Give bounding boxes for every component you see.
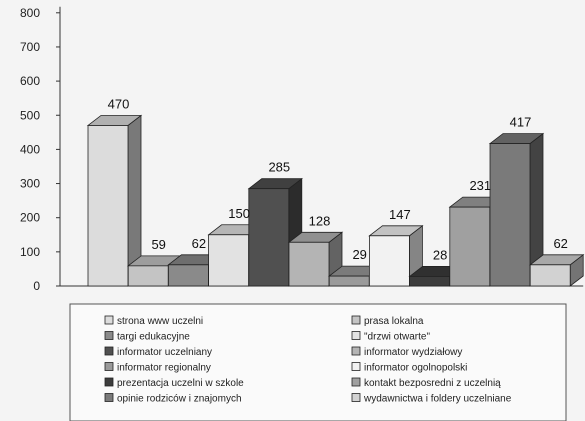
legend-label: wydawnictwa i foldery uczelniane (363, 394, 512, 405)
legend-item: informator wydziałowy (351, 346, 462, 358)
y-tick-label: 600 (20, 74, 40, 88)
legend-item: wydawnictwa i foldery uczelniane (351, 393, 512, 405)
legend-item: informator uczelniany (104, 346, 212, 358)
bar-front-face (87, 125, 129, 287)
data-label: 62 (553, 236, 567, 251)
legend-swatch (104, 393, 114, 402)
bar-front-face (127, 265, 169, 287)
legend-label: opinie rodziców i znajomych (117, 394, 242, 405)
legend-swatch (104, 377, 114, 387)
legend-label: prezentacja uczelni w szkole (117, 378, 244, 389)
legend-swatch (104, 315, 114, 325)
bar (529, 254, 585, 287)
legend-label: informator regionalny (117, 363, 211, 374)
legend-box (69, 303, 567, 421)
data-label: 59 (151, 237, 165, 252)
legend-label: informator wydziałowy (364, 347, 462, 358)
legend: strona www uczelni prasa lokalna targi edu… (69, 303, 567, 421)
data-label: 29 (352, 247, 366, 262)
data-label: 147 (389, 207, 411, 222)
data-label: 470 (108, 96, 130, 111)
legend-label: kontakt bezposredni z uczelnią (364, 378, 501, 389)
y-tick-label: 100 (20, 245, 40, 259)
legend-item: kontakt bezposredni z uczelnią (351, 377, 501, 389)
legend-item: "drzwi otwarte" (351, 331, 430, 343)
y-tick-label: 500 (20, 108, 40, 122)
legend-swatch (104, 362, 114, 371)
bar-front-face (248, 188, 290, 287)
bar (287, 231, 344, 287)
bars (86, 114, 585, 287)
legend-label: strona www uczelni (117, 316, 203, 327)
bar-front-face (208, 234, 250, 287)
legend-item: prasa lokalna (351, 315, 424, 327)
y-tick-label: 0 (33, 279, 40, 293)
legend-label: targi edukacyjne (117, 332, 190, 343)
legend-swatch (351, 362, 361, 371)
data-label: 62 (192, 236, 206, 251)
data-label: 128 (309, 213, 331, 228)
bar-front-face (409, 276, 451, 287)
bar (488, 132, 545, 287)
legend-item: prezentacja uczelni w szkole (104, 377, 244, 389)
data-label: 417 (510, 115, 532, 130)
legend-label: informator uczelniany (117, 347, 212, 358)
bar-front-face (449, 206, 491, 287)
legend-label: "drzwi otwarte" (364, 332, 430, 343)
legend-label: informator ogolnopolski (364, 363, 467, 374)
bar-front-face (288, 241, 330, 287)
legend-swatch (351, 346, 361, 356)
legend-item: targi edukacyjne (104, 331, 190, 343)
y-tick-label: 700 (20, 40, 40, 54)
legend-swatch (351, 377, 361, 387)
data-label: 28 (433, 247, 447, 262)
y-tick-label: 800 (20, 6, 40, 20)
bar (86, 114, 143, 287)
data-labels: 470 59 62 150 285 128 29 147 28 231 417 62 (108, 96, 568, 262)
bar-front-face (529, 264, 571, 287)
y-tick-label: 400 (20, 142, 40, 156)
bar-front-face (167, 264, 209, 287)
data-label: 150 (228, 206, 250, 221)
bar-front-face (489, 143, 531, 287)
legend-swatch (104, 346, 114, 356)
legend-swatch (351, 393, 361, 402)
legend-item: strona www uczelni (104, 315, 203, 327)
bar-front-face (328, 275, 370, 287)
legend-item: opinie rodziców i znajomych (104, 393, 242, 405)
legend-label: prasa lokalna (364, 316, 424, 327)
bar-front-face (368, 235, 410, 287)
legend-item: informator regionalny (104, 362, 211, 374)
data-label: 285 (268, 160, 290, 175)
legend-swatch (104, 331, 114, 340)
legend-swatch (351, 331, 361, 340)
y-tick-label: 300 (20, 177, 40, 191)
legend-item: informator ogolnopolski (351, 362, 467, 374)
y-tick-label: 200 (20, 211, 40, 225)
legend-swatch (351, 315, 361, 325)
data-label: 231 (469, 178, 491, 193)
